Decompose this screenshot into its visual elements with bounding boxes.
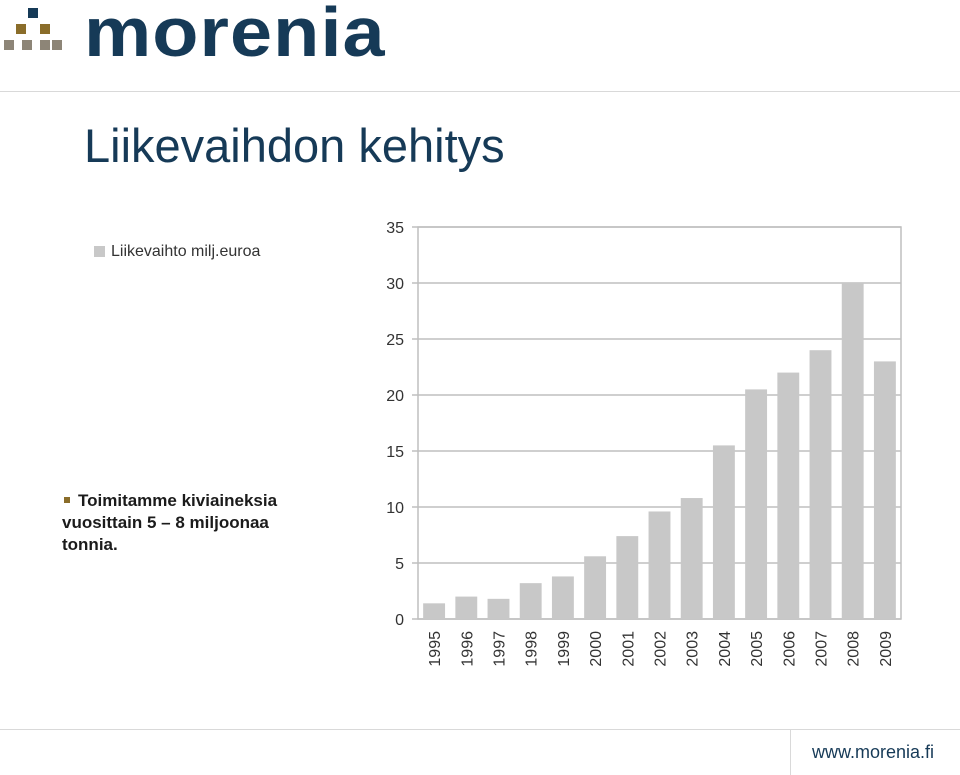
x-tick-label: 1998	[524, 631, 541, 667]
bar	[809, 350, 832, 619]
header-divider	[0, 91, 960, 92]
logo-mark	[2, 4, 66, 56]
y-tick-label: 0	[395, 612, 404, 629]
x-tick-label: 1999	[556, 631, 573, 667]
footer-vertical-divider	[790, 730, 791, 775]
x-tick-label: 1996	[459, 631, 476, 667]
x-tick-label: 2001	[620, 631, 637, 667]
bar	[777, 372, 800, 619]
x-tick-label: 2007	[814, 631, 831, 667]
y-tick-label: 15	[386, 444, 404, 461]
x-tick-label: 2004	[717, 631, 734, 667]
bar	[584, 556, 607, 619]
x-tick-label: 2005	[749, 631, 766, 667]
bar	[680, 498, 703, 619]
y-tick-label: 30	[386, 276, 404, 293]
x-tick-label: 2002	[653, 631, 670, 667]
bullet-text: Toimitamme kiviaineksia vuosittain 5 – 8…	[62, 491, 278, 554]
y-tick-label: 25	[386, 332, 404, 349]
bar	[551, 576, 574, 619]
brand-logo-text: morenia	[84, 0, 386, 71]
page-title: Liikevaihdon kehitys	[84, 119, 505, 172]
legend-swatch	[94, 246, 105, 257]
bar	[841, 283, 864, 619]
x-tick-label: 2006	[781, 631, 798, 667]
legend-label: Liikevaihto milj.euroa	[111, 243, 261, 260]
y-tick-label: 35	[386, 220, 404, 237]
chart-legend: Liikevaihto milj.euroa	[94, 243, 260, 261]
y-tick-label: 10	[386, 500, 404, 517]
bar	[616, 536, 639, 619]
bullet-marker-icon	[64, 497, 70, 503]
bar	[519, 583, 542, 619]
bar	[423, 603, 446, 619]
y-tick-label: 20	[386, 388, 404, 405]
x-tick-label: 2009	[878, 631, 895, 667]
x-tick-label: 2000	[588, 631, 605, 667]
x-tick-label: 1997	[492, 631, 509, 667]
bar	[873, 361, 896, 619]
bar	[455, 596, 478, 619]
x-tick-label: 2008	[846, 631, 863, 667]
x-tick-label: 1995	[427, 631, 444, 667]
y-tick-label: 5	[395, 556, 404, 573]
footer-divider	[0, 729, 960, 730]
x-tick-label: 2003	[685, 631, 702, 667]
bar	[487, 598, 510, 619]
bullet-point: Toimitamme kiviaineksia vuosittain 5 – 8…	[62, 490, 312, 556]
bar-chart: 0 5 10 15 20 25 30 35 1995 1996 1997 1998 1999 2000 20…	[386, 220, 902, 667]
bar	[745, 389, 768, 619]
bar	[648, 511, 671, 619]
bar	[712, 445, 735, 619]
footer-url: www.morenia.fi	[812, 742, 935, 762]
